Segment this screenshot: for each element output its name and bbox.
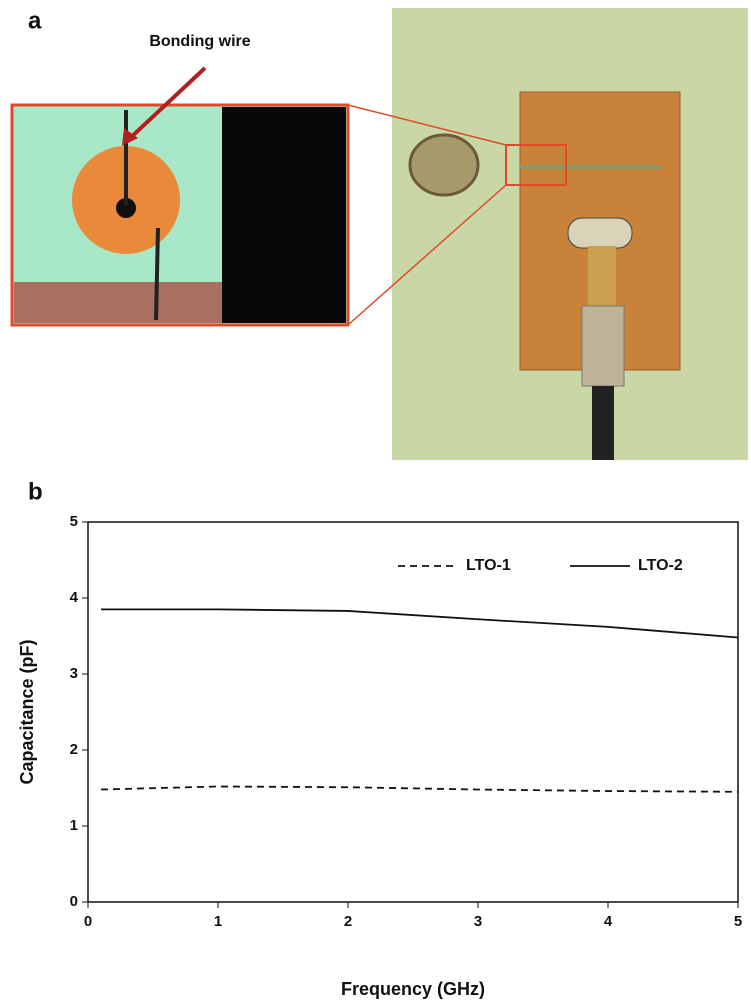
- legend-label: LTO-1: [466, 557, 511, 574]
- y-tick-label: 3: [70, 665, 78, 682]
- y-tick-label: 1: [70, 817, 78, 834]
- line-series: [101, 608, 739, 639]
- x-tick-label: 4: [604, 913, 613, 930]
- panel-label: b: [28, 478, 43, 505]
- y-tick-label: 5: [70, 513, 78, 530]
- legend-label: LTO-2: [638, 557, 683, 574]
- y-tick-label: 4: [70, 589, 79, 606]
- annotation: Bonding wire: [149, 33, 250, 50]
- x-tick-label: 2: [344, 913, 352, 930]
- photo: [10, 8, 748, 460]
- y-tick-label: 2: [70, 741, 78, 758]
- y-axis-title: Capacitance (pF): [17, 639, 37, 784]
- x-tick-label: 5: [734, 913, 742, 930]
- line-series: [100, 785, 739, 793]
- x-tick-label: 1: [214, 913, 222, 930]
- panel-label: a: [28, 7, 42, 34]
- plot-frame: [87, 521, 739, 903]
- y-tick-label: 0: [70, 893, 78, 910]
- x-tick-label: 3: [474, 913, 482, 930]
- x-tick-label: 0: [84, 913, 92, 930]
- x-axis-title: Frequency (GHz): [341, 979, 485, 999]
